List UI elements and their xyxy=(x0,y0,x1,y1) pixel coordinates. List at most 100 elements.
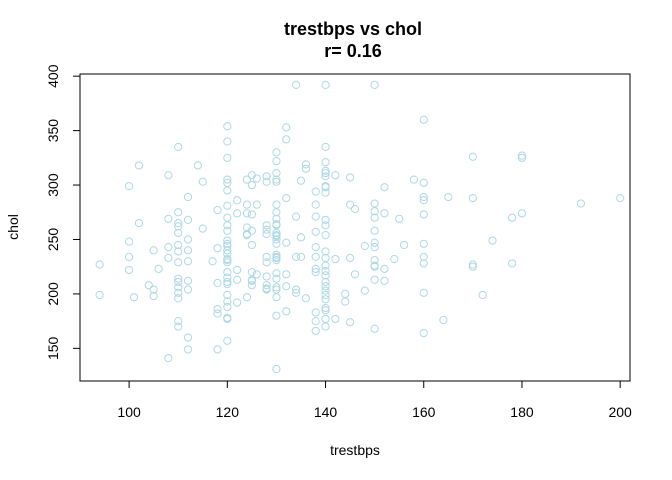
data-point xyxy=(223,268,232,277)
data-point xyxy=(272,256,281,265)
data-point xyxy=(321,142,330,152)
data-point xyxy=(419,192,428,202)
data-point xyxy=(321,266,330,276)
data-point xyxy=(311,268,320,277)
data-point xyxy=(419,178,428,187)
data-point xyxy=(174,228,183,238)
data-point xyxy=(409,175,419,184)
data-point xyxy=(321,295,330,304)
data-point xyxy=(311,242,320,252)
data-point xyxy=(242,209,252,218)
data-point xyxy=(272,148,281,157)
data-point xyxy=(419,252,428,261)
data-point xyxy=(198,224,207,233)
data-point xyxy=(149,246,158,255)
data-point xyxy=(272,168,281,178)
data-point xyxy=(233,196,242,205)
data-point xyxy=(223,254,232,264)
data-point xyxy=(174,222,183,231)
data-point xyxy=(272,177,281,186)
data-point xyxy=(125,237,134,246)
x-tick-label: 200 xyxy=(608,404,632,420)
data-point xyxy=(311,308,320,317)
data-point xyxy=(321,282,330,291)
data-point xyxy=(321,215,330,224)
data-point xyxy=(321,322,330,331)
x-tick-label: 160 xyxy=(412,404,436,420)
data-point xyxy=(223,175,232,184)
data-point xyxy=(272,364,281,374)
data-point xyxy=(301,160,310,169)
data-point xyxy=(213,309,222,318)
data-point xyxy=(223,153,232,162)
data-point xyxy=(282,135,291,144)
data-point xyxy=(272,228,281,238)
data-point xyxy=(282,282,291,291)
data-point xyxy=(223,213,232,222)
data-point xyxy=(272,283,281,292)
data-point xyxy=(272,214,281,223)
data-point xyxy=(183,192,193,202)
data-point xyxy=(350,270,360,279)
data-point xyxy=(223,258,232,267)
data-point xyxy=(174,274,183,283)
data-point xyxy=(439,315,448,325)
data-point xyxy=(321,168,330,178)
data-point xyxy=(223,122,232,131)
data-point xyxy=(247,180,256,190)
data-point xyxy=(134,219,144,228)
data-point xyxy=(444,192,453,202)
data-point xyxy=(296,252,306,261)
data-point xyxy=(174,219,183,228)
data-point xyxy=(321,188,330,197)
data-point xyxy=(272,235,281,244)
data-point xyxy=(345,318,355,327)
data-point xyxy=(360,241,369,251)
data-point xyxy=(272,250,281,259)
data-point xyxy=(262,177,271,186)
data-point xyxy=(345,173,355,182)
data-point xyxy=(174,208,183,217)
data-point xyxy=(262,258,271,267)
data-point xyxy=(331,254,340,264)
data-point xyxy=(208,257,217,266)
data-point xyxy=(242,200,252,209)
data-point xyxy=(223,297,232,306)
data-point xyxy=(95,290,104,300)
data-point xyxy=(321,286,330,295)
data-point xyxy=(223,201,232,210)
data-point xyxy=(164,171,173,180)
data-point xyxy=(233,298,242,307)
x-tick-label: 120 xyxy=(216,404,240,420)
data-point xyxy=(321,231,330,240)
data-point xyxy=(144,281,153,290)
data-point xyxy=(380,276,389,285)
data-point xyxy=(311,200,320,209)
y-axis: 150 200 250 300 350 400 xyxy=(45,64,81,360)
data-point xyxy=(213,205,222,215)
data-point xyxy=(468,152,477,161)
plot-frame xyxy=(79,73,631,382)
data-point xyxy=(321,303,330,313)
data-point xyxy=(223,273,232,282)
data-point xyxy=(183,257,193,266)
data-point xyxy=(350,204,360,214)
data-point xyxy=(345,253,355,263)
data-point xyxy=(272,200,281,209)
data-point xyxy=(395,214,404,223)
data-point xyxy=(291,252,301,261)
data-point xyxy=(370,199,379,208)
x-axis: 100 120 140 160 180 200 xyxy=(117,380,632,420)
data-point xyxy=(282,307,291,316)
data-point xyxy=(370,256,379,265)
data-point xyxy=(223,221,232,230)
data-point xyxy=(370,213,379,222)
data-point xyxy=(321,80,330,89)
data-point xyxy=(223,314,232,324)
data-point xyxy=(419,239,428,248)
data-point xyxy=(380,264,389,273)
data-point xyxy=(370,226,379,235)
data-point xyxy=(223,249,232,258)
data-point xyxy=(419,288,428,297)
data-point xyxy=(380,183,389,192)
